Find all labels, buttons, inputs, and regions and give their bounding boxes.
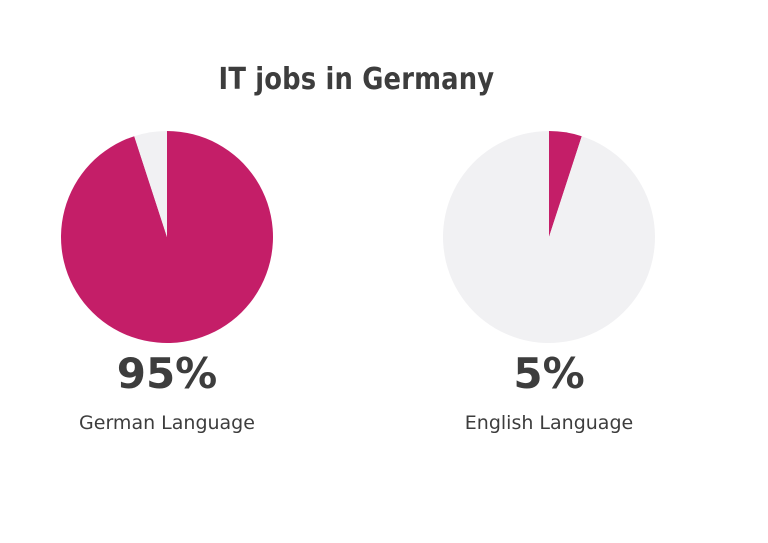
- english-percent-label: 5%: [513, 349, 585, 398]
- pie-slice-other: [134, 131, 167, 237]
- chart-title: IT jobs in Germany: [218, 62, 495, 97]
- german-caption: German Language: [79, 412, 255, 434]
- pie-slice-english-language: [549, 131, 582, 237]
- pie-chart-german: [61, 131, 273, 343]
- german-percent-label: 95%: [116, 349, 218, 398]
- english-caption: English Language: [464, 412, 634, 434]
- pie-slice-other: [442, 131, 655, 343]
- pie-chart-english: [442, 131, 655, 343]
